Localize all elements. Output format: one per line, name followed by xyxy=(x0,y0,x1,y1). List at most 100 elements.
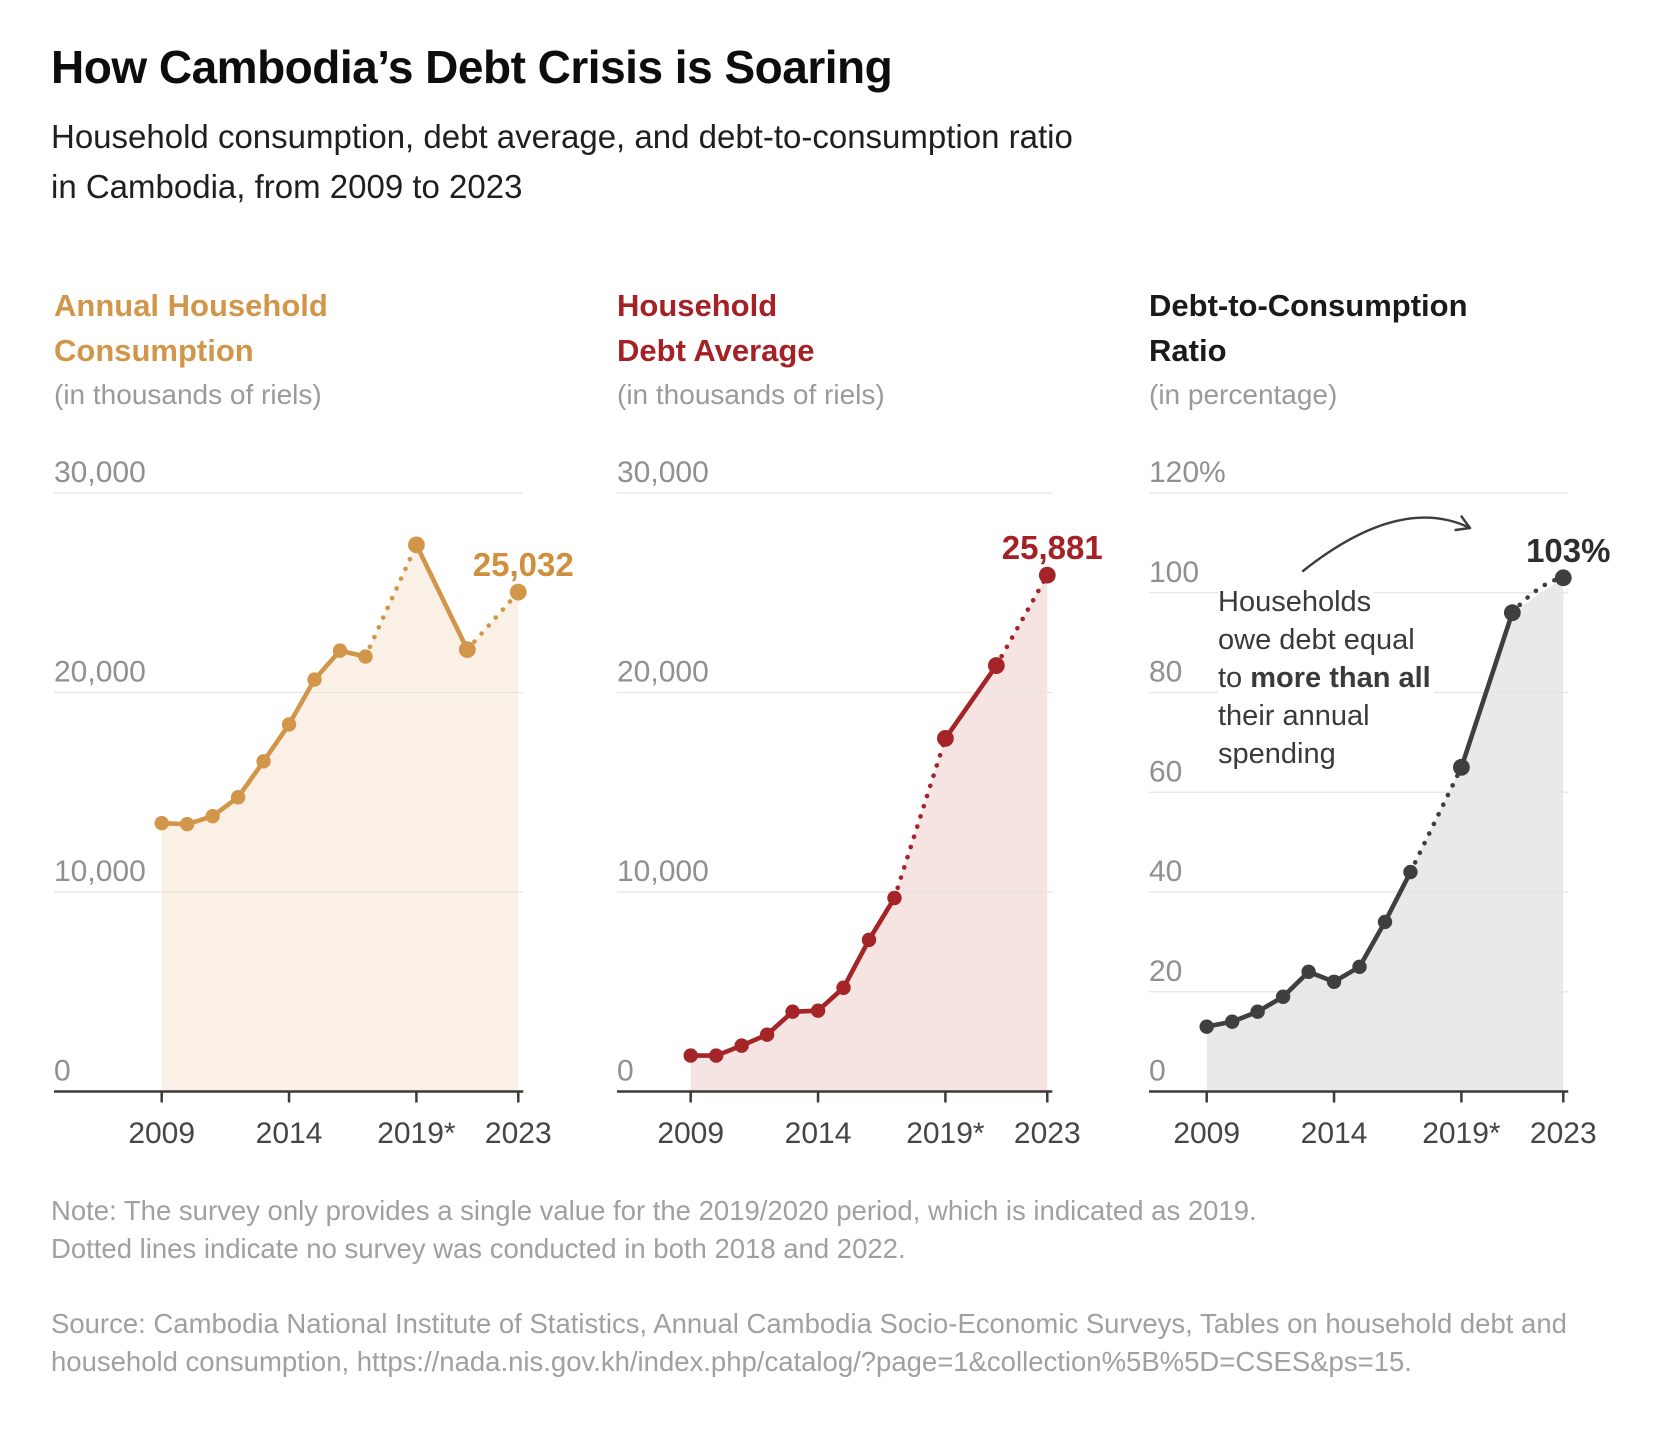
data-point xyxy=(759,1027,775,1042)
note-line1: Note: The survey only provides a single … xyxy=(51,1195,1257,1226)
chart-title-line: Ratio xyxy=(1149,333,1227,368)
chart-header-consumption: Annual Household Consumption (in thousan… xyxy=(54,283,524,411)
chart-title-line: Annual Household xyxy=(54,288,328,323)
chart-title-line: Debt-to-Consumption xyxy=(1149,288,1468,323)
chart-unit-debt: (in thousands of riels) xyxy=(617,379,885,410)
data-point xyxy=(154,815,169,831)
data-point xyxy=(256,754,271,769)
x-axis-label: 2014 xyxy=(256,1117,323,1150)
area-fill xyxy=(1206,577,1564,1092)
page-title: How Cambodia’s Debt Crisis is Soaring xyxy=(51,41,893,93)
y-axis-label: 0 xyxy=(54,1055,71,1088)
data-point xyxy=(509,583,527,601)
data-point xyxy=(1224,1014,1240,1029)
data-point xyxy=(332,643,348,658)
x-axis-label: 2014 xyxy=(785,1117,852,1150)
annotation-line: owe debt equal xyxy=(1218,621,1418,659)
x-axis-label: 2023 xyxy=(1014,1117,1081,1150)
data-point xyxy=(836,980,851,995)
data-point xyxy=(1377,914,1393,930)
source-line1: Source: Cambodia National Institute of S… xyxy=(51,1308,1567,1339)
end-value-label: 25,032 xyxy=(473,546,574,583)
area-fill xyxy=(690,575,1048,1092)
series-segment-solid xyxy=(235,759,266,800)
data-point xyxy=(1554,569,1572,587)
data-point xyxy=(1250,1004,1265,1019)
y-axis-label: 30,000 xyxy=(54,456,146,489)
y-axis-label: 20,000 xyxy=(617,656,709,689)
data-point xyxy=(1503,604,1521,622)
chart-header-ratio: Debt-to-Consumption Ratio (in percentage… xyxy=(1149,283,1619,411)
data-point xyxy=(1301,964,1316,979)
chart-title-line: Household xyxy=(617,288,778,323)
chart-unit-consumption: (in thousands of riels) xyxy=(54,379,322,410)
data-point xyxy=(937,729,954,747)
x-axis-label: 2014 xyxy=(1301,1117,1368,1150)
annotation-line: to more than all xyxy=(1218,659,1434,697)
series-segment-solid xyxy=(841,937,872,991)
series-segment-solid xyxy=(1357,919,1388,970)
data-point xyxy=(408,536,425,554)
y-axis-label: 60 xyxy=(1149,755,1182,788)
x-axis-label: 2019* xyxy=(377,1117,456,1150)
data-point xyxy=(1453,758,1470,776)
data-point xyxy=(307,672,322,687)
y-axis-label: 0 xyxy=(617,1055,634,1088)
data-point xyxy=(861,932,877,948)
x-axis-label: 2009 xyxy=(128,1117,195,1150)
chart-header-debt: Household Debt Average (in thousands of … xyxy=(617,283,1087,411)
data-point xyxy=(683,1048,698,1063)
y-axis-label: 10,000 xyxy=(617,855,709,888)
end-value-label: 25,881 xyxy=(1002,529,1103,566)
series-segment-dotted xyxy=(465,589,521,652)
note-line2: Dotted lines indicate no survey was cond… xyxy=(51,1233,906,1264)
y-axis-label: 30,000 xyxy=(617,456,709,489)
series-segment-solid xyxy=(866,895,897,943)
chart-title-consumption: Annual Household Consumption xyxy=(54,283,524,373)
y-axis-label: 0 xyxy=(1149,1055,1166,1088)
y-axis-label: 80 xyxy=(1149,656,1182,689)
annotation-arrow xyxy=(1301,515,1472,573)
page-subtitle-line2: in Cambodia, from 2009 to 2023 xyxy=(51,168,523,205)
end-value-label: 103% xyxy=(1526,532,1610,569)
data-point xyxy=(358,649,373,664)
data-point xyxy=(1403,864,1418,880)
series-segment-solid xyxy=(414,542,470,652)
source-block: Source: Cambodia National Institute of S… xyxy=(51,1305,1567,1381)
source-line2: household consumption, https://nada.nis.… xyxy=(51,1346,1412,1377)
annotation-line: spending xyxy=(1218,735,1339,773)
data-point xyxy=(810,1003,826,1018)
chart-annotation: Households owe debt equal to more than a… xyxy=(1218,583,1434,773)
annotation-line: Households xyxy=(1218,583,1375,621)
chart-title-debt: Household Debt Average xyxy=(617,283,1087,373)
series-segment-dotted xyxy=(892,736,948,901)
data-point xyxy=(205,808,220,824)
annotation-line: their annual xyxy=(1218,697,1373,735)
data-point xyxy=(1326,974,1342,989)
y-axis-label: 40 xyxy=(1149,855,1182,888)
series-segment-dotted xyxy=(994,572,1050,668)
x-axis-label: 2009 xyxy=(657,1117,724,1150)
data-point xyxy=(708,1048,724,1063)
series-segment-solid xyxy=(1382,869,1413,925)
y-axis-label: 10,000 xyxy=(54,855,146,888)
data-point xyxy=(230,790,246,805)
y-axis-label: 20,000 xyxy=(54,656,146,689)
arrowhead-icon xyxy=(1454,515,1472,532)
data-point xyxy=(179,816,195,832)
data-point xyxy=(458,641,476,659)
series-segment-solid xyxy=(286,677,317,727)
data-point xyxy=(1275,989,1291,1004)
chart-title-ratio: Debt-to-Consumption Ratio xyxy=(1149,283,1619,373)
x-axis-label: 2019* xyxy=(1422,1117,1501,1150)
x-axis-label: 2023 xyxy=(1530,1117,1597,1150)
series-segment-solid xyxy=(943,663,999,741)
chart-title-line: Consumption xyxy=(54,333,254,368)
data-point xyxy=(734,1038,749,1053)
page-subtitle-line1: Household consumption, debt average, and… xyxy=(51,118,1073,155)
note-block: Note: The survey only provides a single … xyxy=(51,1192,1257,1268)
annotation-bold-text: more than all xyxy=(1250,662,1431,694)
series-segment-solid xyxy=(261,722,292,764)
